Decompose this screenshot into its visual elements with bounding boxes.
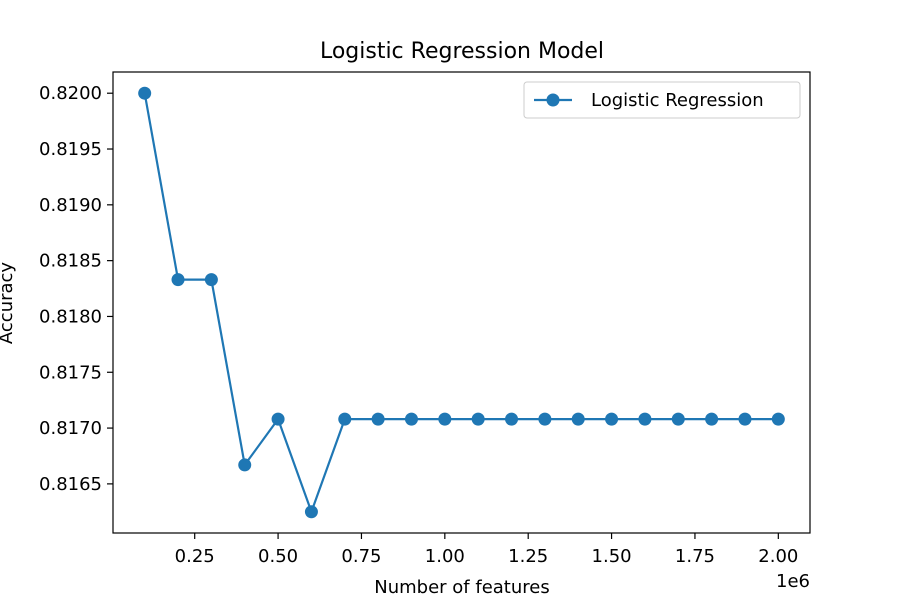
x-tick-label: 0.50 xyxy=(258,546,298,567)
data-point xyxy=(471,412,485,426)
data-point xyxy=(571,412,585,426)
x-tick-label: 0.75 xyxy=(341,546,381,567)
legend-marker-swatch xyxy=(546,93,560,107)
data-point xyxy=(238,458,252,472)
x-axis-ticks: 0.25 0.50 0.75 1.00 1.25 1.50 1.75 2.00 xyxy=(175,533,798,567)
x-tick-label: 2.00 xyxy=(758,546,798,567)
y-tick-label: 0.8170 xyxy=(39,418,102,439)
y-axis-ticks: 0.8165 0.8170 0.8175 0.8180 0.8185 0.8190 0.81… xyxy=(39,83,113,495)
data-point xyxy=(538,412,552,426)
x-tick-label: 1.50 xyxy=(592,546,632,567)
data-point xyxy=(371,412,385,426)
data-point xyxy=(438,412,452,426)
x-tick-label: 1.25 xyxy=(508,546,548,567)
data-point xyxy=(771,412,785,426)
x-axis-offset-label: 1e6 xyxy=(776,571,810,592)
data-point xyxy=(171,273,185,287)
y-tick-label: 0.8190 xyxy=(39,195,102,216)
axes-frame xyxy=(112,71,811,534)
x-tick-label: 0.25 xyxy=(175,546,215,567)
chart-title: Logistic Regression Model xyxy=(320,39,604,64)
data-point xyxy=(638,412,652,426)
data-point xyxy=(738,412,752,426)
y-tick-label: 0.8195 xyxy=(39,139,102,160)
data-point xyxy=(505,412,519,426)
data-point xyxy=(671,412,685,426)
y-tick-label: 0.8180 xyxy=(39,306,102,327)
data-point xyxy=(271,412,285,426)
data-point xyxy=(138,86,152,100)
legend-label: Logistic Regression xyxy=(591,90,764,111)
data-point xyxy=(605,412,619,426)
x-tick-label: 1.00 xyxy=(425,546,465,567)
y-tick-label: 0.8165 xyxy=(39,474,102,495)
x-tick-label: 1.75 xyxy=(675,546,715,567)
data-point xyxy=(204,273,218,287)
legend-frame xyxy=(523,81,801,119)
y-tick-label: 0.8200 xyxy=(39,83,102,104)
y-tick-label: 0.8185 xyxy=(39,251,102,272)
data-point xyxy=(338,412,352,426)
plot-area xyxy=(138,86,785,519)
data-point xyxy=(304,505,318,519)
x-axis-title: Number of features xyxy=(374,577,549,598)
y-axis-title: Accuracy xyxy=(0,262,17,345)
data-point xyxy=(404,412,418,426)
y-tick-label: 0.8175 xyxy=(39,362,102,383)
data-point xyxy=(705,412,719,426)
legend: Logistic Regression xyxy=(523,81,801,119)
